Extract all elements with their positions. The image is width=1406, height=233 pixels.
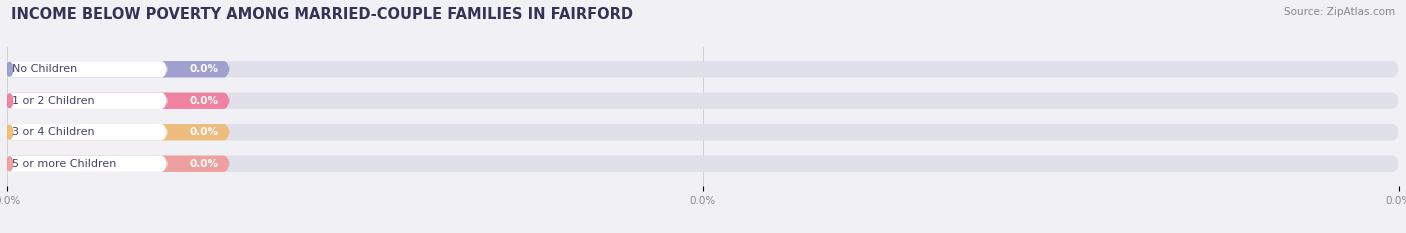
FancyBboxPatch shape: [7, 124, 1399, 140]
FancyBboxPatch shape: [7, 93, 229, 109]
FancyBboxPatch shape: [7, 124, 229, 140]
FancyBboxPatch shape: [7, 156, 167, 172]
Text: 0.0%: 0.0%: [190, 159, 218, 169]
Circle shape: [7, 62, 13, 76]
FancyBboxPatch shape: [7, 61, 229, 77]
Text: 1 or 2 Children: 1 or 2 Children: [13, 96, 94, 106]
Text: 5 or more Children: 5 or more Children: [13, 159, 117, 169]
FancyBboxPatch shape: [7, 156, 1399, 172]
FancyBboxPatch shape: [7, 124, 167, 140]
Text: No Children: No Children: [13, 64, 77, 74]
Text: 3 or 4 Children: 3 or 4 Children: [13, 127, 94, 137]
Text: 0.0%: 0.0%: [190, 127, 218, 137]
Text: Source: ZipAtlas.com: Source: ZipAtlas.com: [1284, 7, 1395, 17]
FancyBboxPatch shape: [7, 61, 1399, 77]
FancyBboxPatch shape: [7, 61, 167, 77]
Text: 0.0%: 0.0%: [190, 96, 218, 106]
Circle shape: [7, 157, 13, 171]
FancyBboxPatch shape: [7, 93, 1399, 109]
Circle shape: [7, 125, 13, 139]
FancyBboxPatch shape: [7, 93, 167, 109]
Circle shape: [7, 94, 13, 108]
FancyBboxPatch shape: [7, 156, 229, 172]
Text: INCOME BELOW POVERTY AMONG MARRIED-COUPLE FAMILIES IN FAIRFORD: INCOME BELOW POVERTY AMONG MARRIED-COUPL…: [11, 7, 633, 22]
Text: 0.0%: 0.0%: [190, 64, 218, 74]
